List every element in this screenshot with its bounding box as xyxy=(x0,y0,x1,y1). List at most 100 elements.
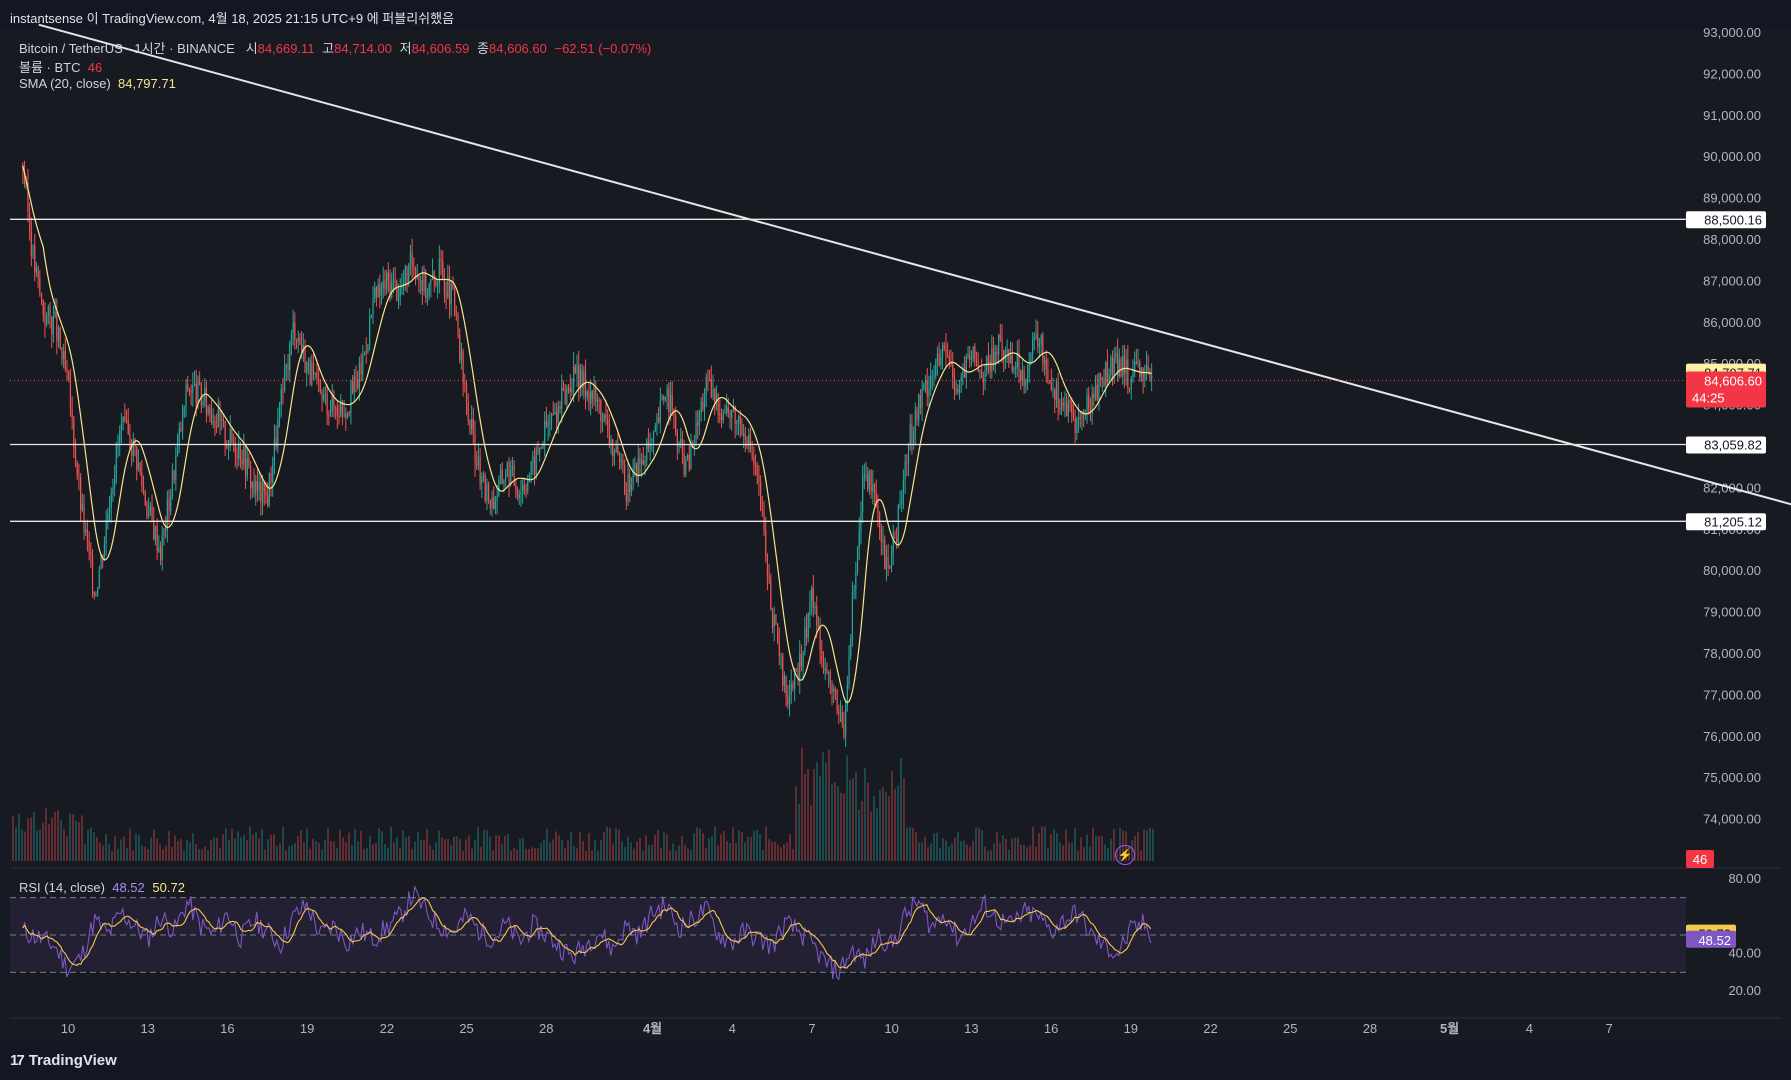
candle-body xyxy=(40,292,43,300)
candle-body xyxy=(426,296,429,298)
candle-body xyxy=(855,571,857,591)
candle-body xyxy=(508,462,510,485)
candle-body xyxy=(397,297,400,301)
candle-body xyxy=(61,347,63,360)
candle-body xyxy=(438,258,440,284)
volume-legend[interactable]: 볼륨 · BTC 46 xyxy=(19,57,102,76)
candle-body xyxy=(608,423,610,445)
volume-bar xyxy=(348,832,350,861)
volume-bar xyxy=(360,830,362,861)
candle-body xyxy=(1013,369,1015,371)
volume-bar xyxy=(306,828,308,861)
candle-body xyxy=(471,419,473,430)
candle-body xyxy=(989,360,991,372)
candle-body xyxy=(136,446,138,470)
candle-body xyxy=(909,423,911,445)
volume-bar xyxy=(72,814,74,861)
volume-bar xyxy=(612,843,614,861)
candle-body xyxy=(736,421,738,424)
candle-body xyxy=(260,482,262,503)
sma-legend[interactable]: SMA (20, close) 84,797.71 xyxy=(19,76,176,91)
volume-bar xyxy=(540,843,542,861)
tradingview-logo[interactable]: 17 TradingView xyxy=(10,1052,117,1069)
candle-body xyxy=(867,473,869,490)
candle-body xyxy=(209,407,211,415)
volume-bar xyxy=(273,834,275,861)
volume-bar xyxy=(939,847,941,861)
volume-bar xyxy=(828,749,830,861)
volume-bar xyxy=(345,842,347,861)
candle-body xyxy=(904,461,906,480)
candle-body xyxy=(624,464,626,494)
sma-value: 84,797.71 xyxy=(118,76,176,91)
volume-bar xyxy=(486,829,488,861)
volume-bar xyxy=(738,830,740,861)
candle-body xyxy=(807,614,809,639)
volume-bar xyxy=(978,827,980,861)
candle-body xyxy=(511,465,514,471)
candle-body xyxy=(906,461,908,463)
symbol-legend[interactable]: Bitcoin / TetherUS · 1시간 · BINANCE 시84,6… xyxy=(19,38,651,57)
candle-body xyxy=(392,281,395,283)
lightning-icon[interactable]: ⚡ xyxy=(1115,845,1135,865)
candle-body xyxy=(537,448,539,454)
candle-body xyxy=(253,482,255,495)
volume-bar xyxy=(300,830,302,861)
candle-body xyxy=(505,475,507,481)
candle-body xyxy=(442,261,444,279)
candle-body xyxy=(503,480,505,485)
candle-body xyxy=(1106,362,1109,383)
volume-bar xyxy=(975,827,977,861)
candle-body xyxy=(396,281,398,301)
volume-badge-box xyxy=(1686,850,1714,868)
volume-bar xyxy=(624,846,626,861)
volume-bar xyxy=(102,845,104,861)
symbol-name[interactable]: Bitcoin / TetherUS · 1시간 · BINANCE xyxy=(19,41,235,56)
candle-body xyxy=(1101,377,1103,380)
volume-bar xyxy=(522,837,524,861)
volume-bar xyxy=(780,847,782,861)
candle-body xyxy=(416,276,418,278)
candle-body xyxy=(907,444,910,463)
candle-body xyxy=(761,510,763,512)
candle-body xyxy=(329,412,332,416)
level-label: 88,500.16 xyxy=(1704,212,1762,227)
candle-body xyxy=(1145,365,1148,374)
candle-body xyxy=(862,478,864,513)
volume-bar xyxy=(801,747,803,861)
candle-body xyxy=(896,538,898,543)
candle-body xyxy=(1049,381,1051,383)
candle-body xyxy=(103,542,106,561)
candle-body xyxy=(595,387,597,402)
candle-body xyxy=(207,407,209,414)
candle-body xyxy=(986,356,988,371)
volume-bar xyxy=(303,842,305,861)
candle-body xyxy=(921,389,923,408)
volume-bar xyxy=(573,845,575,861)
candle-body xyxy=(1120,359,1122,377)
volume-bar xyxy=(111,850,113,861)
candle-body xyxy=(217,409,219,428)
candle-body xyxy=(404,266,406,283)
candle-body xyxy=(335,406,337,408)
candle-body xyxy=(877,505,879,513)
candle-body xyxy=(1003,350,1005,360)
rsi-legend[interactable]: RSI (14, close) 48.52 50.72 xyxy=(19,880,185,895)
candle-body xyxy=(593,387,595,400)
chart-frame[interactable] xyxy=(10,30,1781,1040)
candle-body xyxy=(122,416,124,423)
volume-bar xyxy=(231,828,233,861)
volume-bar xyxy=(504,836,506,861)
candle-body xyxy=(35,267,38,273)
volume-bar xyxy=(618,829,620,861)
candle-body xyxy=(289,344,291,371)
volume-bar xyxy=(1023,844,1025,861)
candle-body xyxy=(850,638,852,656)
volume-bar xyxy=(777,844,779,861)
volume-bar xyxy=(321,849,323,861)
candle-body xyxy=(129,434,131,451)
candle-body xyxy=(265,492,267,496)
candle-body xyxy=(571,388,573,393)
candle-body xyxy=(663,396,665,400)
